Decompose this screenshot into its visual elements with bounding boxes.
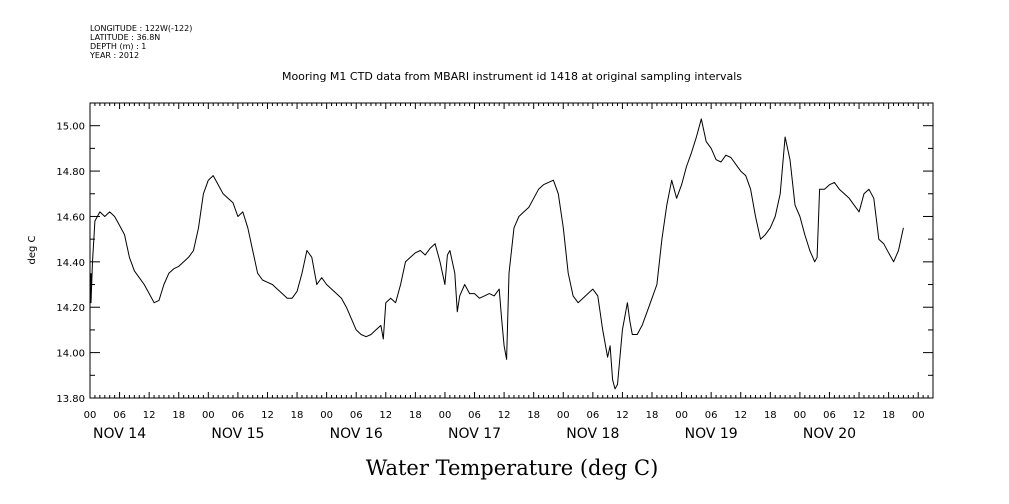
- x-tick-label: 18: [646, 410, 659, 421]
- x-tick-label: 12: [498, 410, 511, 421]
- day-label: NOV 20: [803, 426, 856, 442]
- meta-latitude: LATITUDE : 36.8N: [90, 33, 160, 42]
- metadata-block: LONGITUDE : 122W(-122) LATITUDE : 36.8N …: [89, 24, 192, 60]
- x-axis: 00 06 12 18 00 06 12 18 00 06 12 18 00 06 12 18 00 06 12 18…: [84, 103, 934, 442]
- y-axis-label: deg C: [27, 235, 38, 264]
- x-tick-label: 18: [172, 410, 185, 421]
- meta-longitude: LONGITUDE : 122W(-122): [90, 24, 192, 33]
- day-label: NOV 17: [448, 426, 501, 442]
- x-tick-label: 00: [912, 410, 925, 421]
- day-label: NOV 14: [93, 426, 146, 442]
- x-tick-label: 06: [823, 410, 836, 421]
- y-tick-label: 14.20: [56, 303, 85, 314]
- x-tick-label: 00: [84, 410, 97, 421]
- x-tick-label: 06: [705, 410, 718, 421]
- x-tick-label: 18: [527, 410, 540, 421]
- day-label: NOV 16: [330, 426, 383, 442]
- x-tick-label: 06: [586, 410, 599, 421]
- temperature-series-line: [90, 118, 904, 390]
- x-tick-label: 00: [320, 410, 333, 421]
- x-tick-label: 18: [882, 410, 895, 421]
- x-tick-label: 06: [113, 410, 126, 421]
- y-tick-label: 14.00: [56, 349, 85, 360]
- x-tick-label: 06: [350, 410, 363, 421]
- plot-frame: [89, 102, 934, 399]
- day-label: NOV 15: [211, 426, 264, 442]
- y-tick-label: 14.40: [56, 258, 85, 269]
- x-axis-label: Water Temperature (deg C): [366, 456, 659, 480]
- x-tick-label: 18: [291, 410, 304, 421]
- x-tick-label: 12: [734, 410, 747, 421]
- x-tick-label: 12: [616, 410, 629, 421]
- x-tick-label: 00: [557, 410, 570, 421]
- x-tick-label: 00: [439, 410, 452, 421]
- y-tick-label: 14.60: [56, 212, 85, 223]
- y-tick-label: 14.80: [56, 167, 85, 178]
- series-layer: [90, 118, 904, 390]
- y-tick-label: 15.00: [56, 122, 85, 133]
- x-tick-label: 12: [379, 410, 392, 421]
- x-tick-label: 12: [261, 410, 274, 421]
- meta-year: YEAR : 2012: [89, 51, 139, 60]
- x-tick-label: 18: [409, 410, 422, 421]
- day-label: NOV 18: [566, 426, 619, 442]
- x-tick-label: 12: [853, 410, 866, 421]
- x-tick-label: 12: [143, 410, 156, 421]
- day-label: NOV 19: [685, 426, 738, 442]
- meta-depth: DEPTH (m) : 1: [90, 42, 146, 51]
- y-tick-label: 13.80: [56, 394, 85, 405]
- chart-title: Mooring M1 CTD data from MBARI instrumen…: [282, 70, 742, 83]
- x-tick-label: 00: [675, 410, 688, 421]
- y-axis: 13.80 14.00 14.20 14.40 14.60 14.80 15.00: [56, 102, 933, 405]
- x-tick-label: 18: [764, 410, 777, 421]
- x-tick-label: 00: [202, 410, 215, 421]
- x-tick-label: 06: [468, 410, 481, 421]
- x-tick-label: 00: [794, 410, 807, 421]
- x-tick-label: 06: [232, 410, 245, 421]
